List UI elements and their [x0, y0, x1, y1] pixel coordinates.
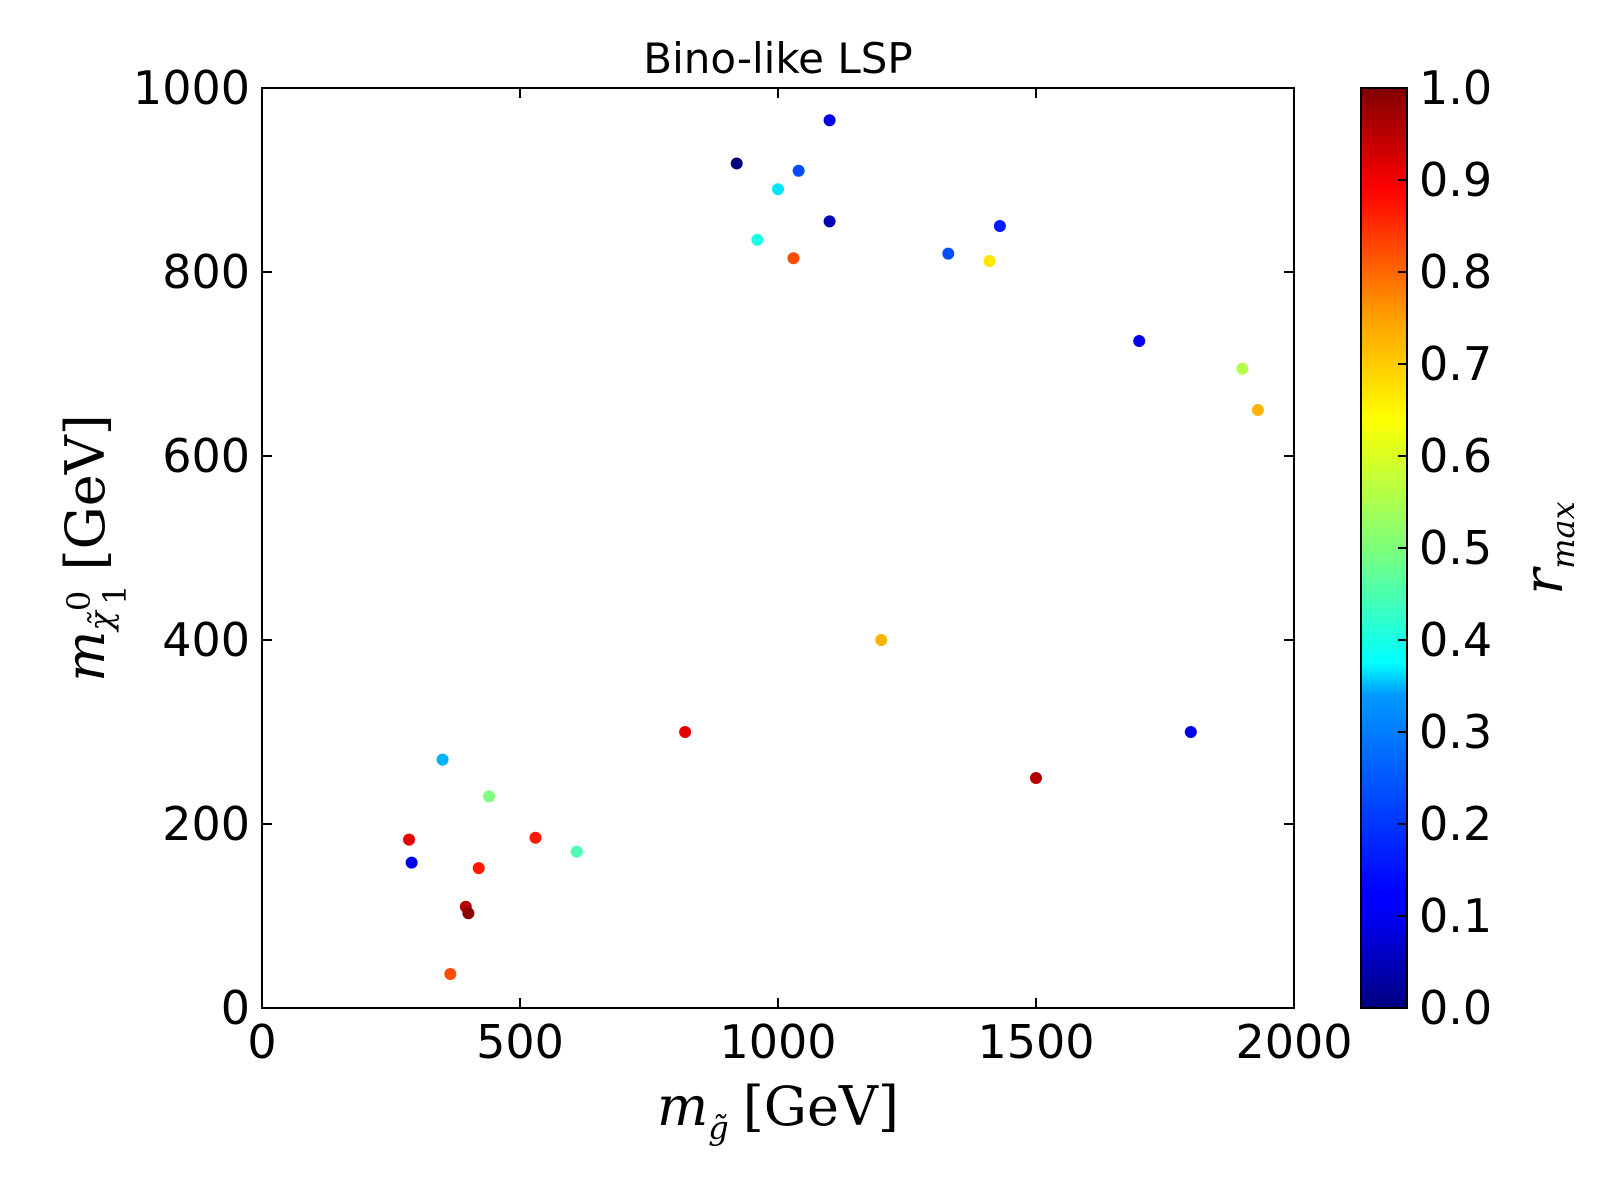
y-axis-label-superscript: 0: [60, 591, 98, 611]
colorbar-tick-label: 0.0: [1419, 981, 1492, 1035]
y-axis-label-main: m: [54, 631, 117, 682]
colorbar-tick-label: 0.1: [1419, 889, 1492, 943]
scatter-point: [483, 790, 496, 803]
colorbar-tick-label: 0.4: [1419, 613, 1492, 667]
scatter-point: [730, 157, 743, 170]
scatter-point: [444, 967, 457, 980]
scatter-point: [993, 220, 1006, 232]
scatter-point: [1030, 772, 1042, 784]
x-tick-label: 1500: [977, 1015, 1094, 1069]
y-axis-label-subsub: 1: [96, 584, 134, 604]
colorbar-label: rmax: [1512, 501, 1582, 594]
y-tick-label: 800: [162, 245, 250, 299]
scatter-point: [983, 254, 996, 267]
colorbar-tick-label: 0.9: [1419, 153, 1492, 207]
x-axis-label-subscript: g̃: [708, 1109, 728, 1147]
x-axis-ticks: 0 500 1000 1500 2000: [247, 88, 1353, 1069]
y-axis-ticks: 0 200 400 600 800 1000: [133, 61, 1294, 1035]
x-tick-label: 500: [476, 1015, 564, 1069]
colorbar-ticks: 0.0 0.1 0.2 0.3 0.4 0.5 0.6 0.7 0.8 0.9 1.0: [1398, 61, 1492, 1035]
y-axis-label-unit: [GeV]: [54, 414, 117, 570]
colorbar-tick-label: 1.0: [1419, 61, 1492, 115]
scatter-point: [1184, 726, 1197, 738]
scatter-point: [462, 907, 475, 920]
scatter-point: [823, 114, 836, 127]
plot-frame: [261, 87, 1295, 1009]
scatter-point: [436, 753, 449, 766]
scatter-point: [403, 833, 416, 846]
x-axis-label: mg̃ [GeV]: [657, 1075, 899, 1147]
scatter-point: [1236, 362, 1249, 375]
y-axis-label: mχ̃01 [GeV]: [54, 414, 134, 682]
colorbar-tick-label: 0.2: [1419, 797, 1492, 851]
y-tick-label: 400: [162, 613, 250, 667]
scatter-point: [772, 183, 784, 196]
y-tick-label: 0: [221, 981, 250, 1035]
x-tick-label: 2000: [1235, 1015, 1352, 1069]
colorbar-tick-label: 0.3: [1419, 705, 1492, 759]
colorbar-label-sub: max: [1544, 501, 1582, 568]
scatter-point: [679, 726, 692, 738]
y-axis-label-subscript: χ̃: [82, 610, 120, 633]
scatter-point: [1251, 404, 1264, 416]
chart-title: Bino-like LSP: [643, 34, 912, 83]
x-axis-label-main: m: [657, 1075, 708, 1138]
scatter-points: [403, 114, 1264, 980]
scatter-point: [570, 845, 583, 858]
colorbar-tick-label: 0.7: [1419, 337, 1492, 391]
y-tick-label: 1000: [133, 61, 250, 115]
scatter-point: [787, 252, 800, 265]
scatter-point: [472, 862, 485, 875]
x-tick-label: 0: [247, 1015, 276, 1069]
colorbar-tick-label: 0.6: [1419, 429, 1492, 483]
y-tick-label: 200: [162, 797, 250, 851]
scatter-point: [823, 215, 836, 228]
scatter-point: [1133, 335, 1146, 347]
x-axis-label-unit: [GeV]: [743, 1075, 899, 1138]
colorbar-tick-label: 0.8: [1419, 245, 1492, 299]
y-tick-label: 600: [162, 429, 250, 483]
colorbar-tick-label: 0.5: [1419, 521, 1492, 575]
scatter-point: [942, 247, 955, 260]
scatter-point: [792, 164, 805, 177]
scatter-point: [529, 831, 542, 844]
scatter-point: [875, 634, 888, 646]
scatter-point: [751, 233, 764, 246]
x-tick-label: 1000: [719, 1015, 836, 1069]
scatter-point: [405, 856, 418, 869]
colorbar-label-main: r: [1512, 566, 1575, 595]
